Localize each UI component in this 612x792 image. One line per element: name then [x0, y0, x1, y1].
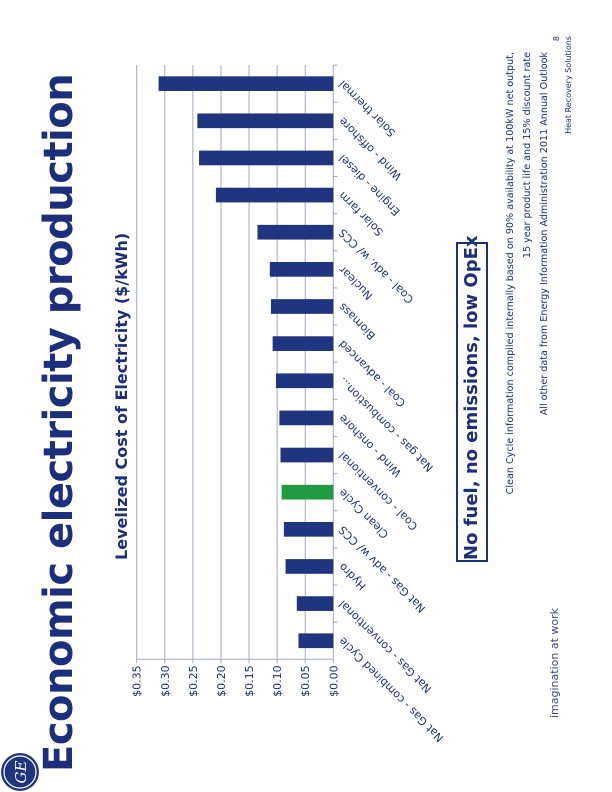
bar [280, 447, 334, 463]
bar [283, 521, 334, 537]
bar [197, 113, 334, 129]
callout-box: No fuel, no emissions, low OpEx [456, 235, 488, 562]
svg-text:GE: GE [12, 760, 30, 783]
y-tick-label: $0.35 [131, 665, 144, 697]
footnote: Clean Cycle information compiled interna… [505, 52, 516, 495]
footnote: All other data from Energy Information A… [539, 52, 550, 416]
page-number: 8 [552, 36, 561, 42]
bar [276, 373, 334, 389]
y-tick-label: $0.20 [215, 665, 228, 697]
y-tick-label: $0.10 [271, 665, 284, 697]
y-tick-label: $0.00 [327, 665, 340, 697]
bar [257, 224, 334, 240]
bar [270, 299, 334, 314]
bar [279, 410, 334, 426]
footnote: 15 year product life and 15% discount ra… [522, 52, 533, 259]
y-tick-label: $0.30 [159, 665, 172, 697]
x-tick-label: Coal - advanced [336, 338, 408, 410]
bar [158, 76, 334, 92]
bar [269, 262, 334, 277]
y-tick-label: $0.15 [243, 665, 256, 697]
bar [272, 336, 334, 351]
bar [296, 596, 334, 611]
bar [215, 187, 334, 203]
x-tick-label: Wind - offshore [336, 115, 404, 183]
x-tick-label: Biomass [336, 300, 378, 342]
bar [281, 484, 334, 500]
ge-logo-icon: GE [1, 753, 39, 791]
x-tick-label: Hydro [336, 560, 369, 593]
y-tick-label: $0.25 [187, 665, 200, 697]
y-tick-label: $0.05 [299, 665, 312, 697]
bar [298, 633, 334, 649]
bar [285, 559, 334, 574]
bar [199, 150, 334, 166]
tagline: imagination at work [548, 608, 561, 718]
brand-name: Heat Recovery Solutions [564, 36, 573, 134]
